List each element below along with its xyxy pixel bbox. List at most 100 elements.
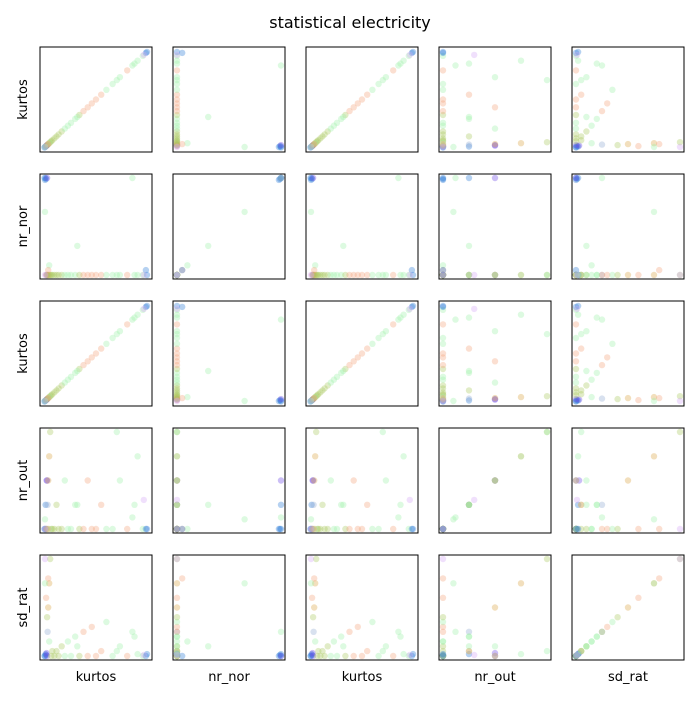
scatter-point xyxy=(173,111,181,119)
scatter-point xyxy=(61,477,68,484)
scatter-point xyxy=(276,142,284,150)
scatter-point xyxy=(47,393,54,400)
scatter-point xyxy=(439,525,447,533)
scatter-point xyxy=(173,138,181,145)
scatter-point xyxy=(491,643,499,650)
scatter-point xyxy=(55,385,62,392)
scatter-point xyxy=(64,271,72,279)
scatter-point xyxy=(609,271,616,279)
scatter-point xyxy=(650,208,658,216)
scatter-point xyxy=(173,628,181,635)
scatter-point xyxy=(439,525,447,533)
scatter-point xyxy=(45,140,52,148)
scatter-point xyxy=(173,48,181,56)
scatter-point xyxy=(41,271,49,279)
scatter-point xyxy=(44,271,51,279)
scatter-point xyxy=(439,271,447,279)
scatter-point xyxy=(74,367,81,375)
scatter-point xyxy=(439,652,447,660)
scatter-point xyxy=(583,328,590,335)
scatter-point xyxy=(439,49,447,57)
scatter-point xyxy=(45,477,52,484)
scatter-point xyxy=(309,396,316,403)
scatter-point xyxy=(471,305,478,313)
scatter-point xyxy=(173,643,181,650)
scatter-point xyxy=(656,394,663,402)
scatter-point xyxy=(465,314,473,321)
scatter-point xyxy=(275,143,283,151)
scatter-point xyxy=(572,652,580,660)
scatter-point xyxy=(310,628,317,635)
scatter-point xyxy=(342,111,349,119)
scatter-point xyxy=(465,643,473,650)
scatter-point xyxy=(390,525,397,533)
scatter-point xyxy=(439,618,447,626)
x-axis-label: nr_nor xyxy=(208,670,250,685)
scatter-point xyxy=(173,74,181,81)
scatter-point xyxy=(598,501,606,508)
scatter-point xyxy=(67,119,75,127)
scatter-point xyxy=(573,651,581,659)
subplot-1-3 xyxy=(438,173,552,280)
scatter-point xyxy=(573,305,581,313)
scatter-point xyxy=(676,397,684,405)
scatter-point xyxy=(382,328,390,335)
scatter-point xyxy=(439,651,447,659)
scatter-point xyxy=(439,525,447,533)
scatter-point xyxy=(308,143,315,150)
scatter-point xyxy=(491,142,499,149)
scatter-point xyxy=(543,76,551,84)
subplot-0-4 xyxy=(571,46,685,153)
scatter-point xyxy=(369,340,376,347)
scatter-point xyxy=(173,477,181,484)
scatter-point xyxy=(572,141,580,149)
scatter-point xyxy=(375,652,382,660)
x-axis-label: nr_out xyxy=(474,670,515,685)
subplot-4-4 xyxy=(571,554,685,661)
scatter-point xyxy=(572,271,580,279)
scatter-point xyxy=(173,354,181,361)
scatter-point xyxy=(439,396,447,404)
scatter-point xyxy=(312,453,319,460)
scatter-point xyxy=(277,397,285,404)
scatter-point xyxy=(609,525,616,533)
scatter-point xyxy=(124,67,131,74)
scatter-point xyxy=(277,174,285,182)
scatter-point xyxy=(491,271,499,279)
scatter-point xyxy=(80,361,87,369)
scatter-point xyxy=(338,633,345,640)
scatter-point xyxy=(439,394,447,402)
scatter-point xyxy=(173,271,181,279)
subplot-frame xyxy=(305,173,419,280)
scatter-point xyxy=(309,174,317,182)
scatter-point xyxy=(80,628,87,635)
scatter-point xyxy=(439,525,447,533)
scatter-point xyxy=(173,369,181,377)
scatter-point xyxy=(439,385,447,392)
scatter-point xyxy=(43,649,50,657)
scatter-point xyxy=(439,176,447,184)
subplot-frame xyxy=(571,46,685,153)
subplot-2-3 xyxy=(438,300,552,407)
scatter-point xyxy=(173,604,181,611)
scatter-point xyxy=(572,477,580,484)
scatter-point xyxy=(131,271,138,279)
scatter-point xyxy=(67,373,75,380)
scatter-point xyxy=(598,361,606,369)
scatter-point xyxy=(574,650,582,658)
scatter-point xyxy=(439,271,447,279)
scatter-point xyxy=(604,271,611,279)
scatter-point xyxy=(49,137,56,144)
scatter-point xyxy=(572,271,580,279)
scatter-point xyxy=(43,652,51,660)
scatter-point xyxy=(369,618,376,626)
scatter-point xyxy=(173,271,181,279)
scatter-point xyxy=(103,618,110,626)
scatter-point xyxy=(80,107,87,115)
x-axis-label: sd_rat xyxy=(608,670,648,685)
scatter-point xyxy=(173,594,181,601)
scatter-point xyxy=(74,643,81,650)
scatter-point xyxy=(173,525,181,533)
scatter-point xyxy=(173,271,181,279)
scatter-point xyxy=(574,143,582,150)
